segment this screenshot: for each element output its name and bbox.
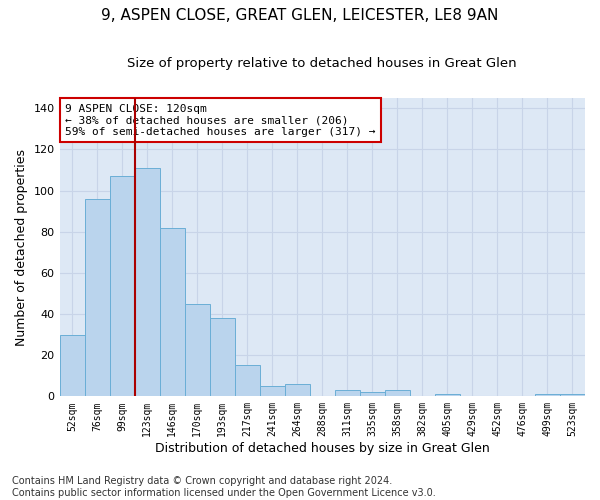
Bar — [235, 366, 260, 396]
Y-axis label: Number of detached properties: Number of detached properties — [15, 148, 28, 346]
Text: 9, ASPEN CLOSE, GREAT GLEN, LEICESTER, LE8 9AN: 9, ASPEN CLOSE, GREAT GLEN, LEICESTER, L… — [101, 8, 499, 22]
Bar — [209, 318, 235, 396]
Bar — [535, 394, 560, 396]
Bar — [435, 394, 460, 396]
Text: Contains HM Land Registry data © Crown copyright and database right 2024.
Contai: Contains HM Land Registry data © Crown c… — [12, 476, 436, 498]
Bar — [185, 304, 209, 396]
Bar — [260, 386, 285, 396]
Bar — [360, 392, 385, 396]
Bar — [59, 334, 85, 396]
X-axis label: Distribution of detached houses by size in Great Glen: Distribution of detached houses by size … — [155, 442, 490, 455]
Text: 9 ASPEN CLOSE: 120sqm
← 38% of detached houses are smaller (206)
59% of semi-det: 9 ASPEN CLOSE: 120sqm ← 38% of detached … — [65, 104, 376, 137]
Title: Size of property relative to detached houses in Great Glen: Size of property relative to detached ho… — [127, 58, 517, 70]
Bar — [285, 384, 310, 396]
Bar — [110, 176, 134, 396]
Bar — [385, 390, 410, 396]
Bar — [560, 394, 585, 396]
Bar — [134, 168, 160, 396]
Bar — [335, 390, 360, 396]
Bar — [85, 199, 110, 396]
Bar — [160, 228, 185, 396]
